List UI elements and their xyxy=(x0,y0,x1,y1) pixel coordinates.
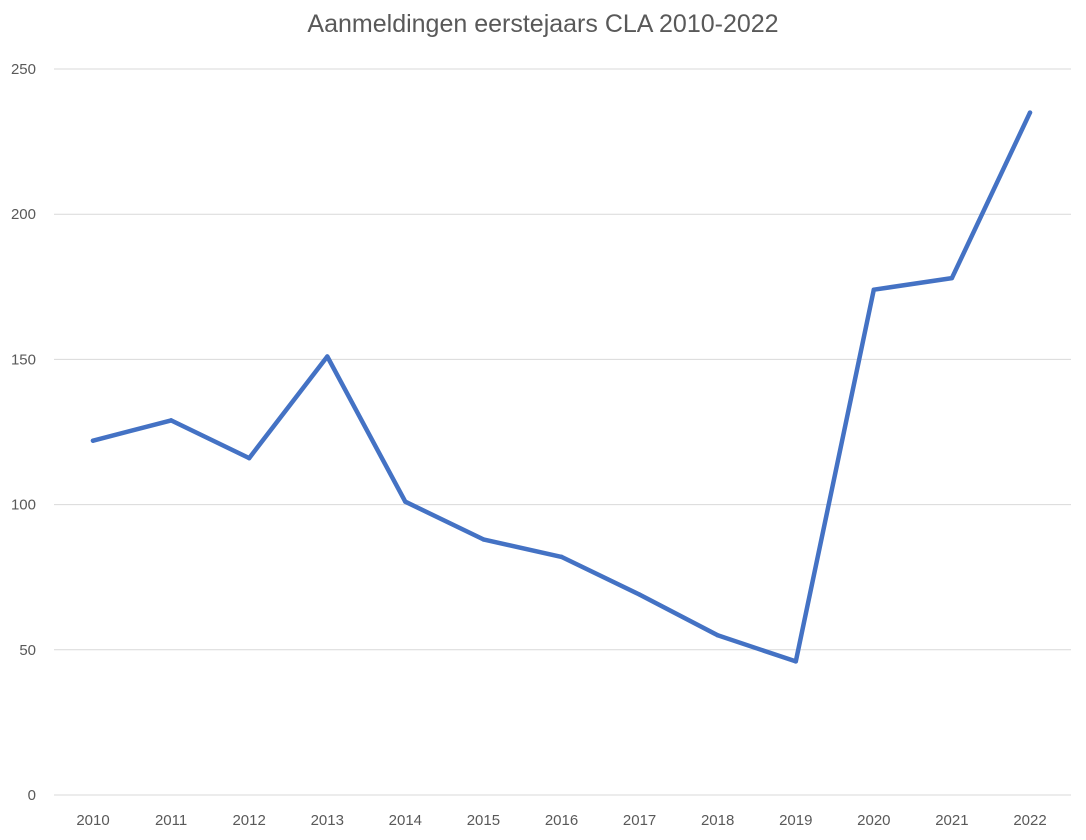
x-tick-label: 2012 xyxy=(232,812,265,829)
x-tick-label: 2014 xyxy=(389,812,422,829)
x-tick-label: 2011 xyxy=(155,812,187,829)
y-tick-label: 0 xyxy=(28,787,36,804)
y-tick-label: 50 xyxy=(19,642,36,659)
data-point-2014 xyxy=(403,499,408,504)
data-point-2018 xyxy=(715,633,720,638)
data-point-2019 xyxy=(793,659,798,664)
data-point-2012 xyxy=(246,455,252,461)
y-tick-label: 100 xyxy=(11,497,36,514)
y-tick-label: 200 xyxy=(11,206,36,223)
x-tick-label: 2016 xyxy=(545,812,578,829)
x-tick-label: 2013 xyxy=(311,812,344,829)
data-point-2015 xyxy=(481,537,486,542)
data-point-2016 xyxy=(559,554,564,560)
data-point-2021 xyxy=(949,275,955,281)
x-tick-label: 2019 xyxy=(779,812,812,829)
y-tick-label: 150 xyxy=(11,351,36,368)
x-tick-label: 2020 xyxy=(857,812,890,829)
x-tick-label: 2018 xyxy=(701,812,734,829)
data-point-2017 xyxy=(637,592,642,597)
x-tick-label: 2015 xyxy=(467,812,500,829)
chart-title: Aanmeldingen eerstejaars CLA 2010-2022 xyxy=(307,10,779,38)
data-point-2010 xyxy=(90,438,96,443)
x-tick-label: 2021 xyxy=(935,812,968,829)
data-point-2011 xyxy=(168,418,174,423)
x-tick-label: 2010 xyxy=(76,812,109,829)
series-line-0 xyxy=(90,110,1033,664)
data-point-2013 xyxy=(325,354,330,359)
data-point-2020 xyxy=(871,287,877,292)
y-tick-label: 250 xyxy=(11,61,36,78)
data-point-2022 xyxy=(1027,110,1033,115)
x-tick-label: 2017 xyxy=(623,812,656,829)
x-tick-label: 2022 xyxy=(1013,812,1046,829)
